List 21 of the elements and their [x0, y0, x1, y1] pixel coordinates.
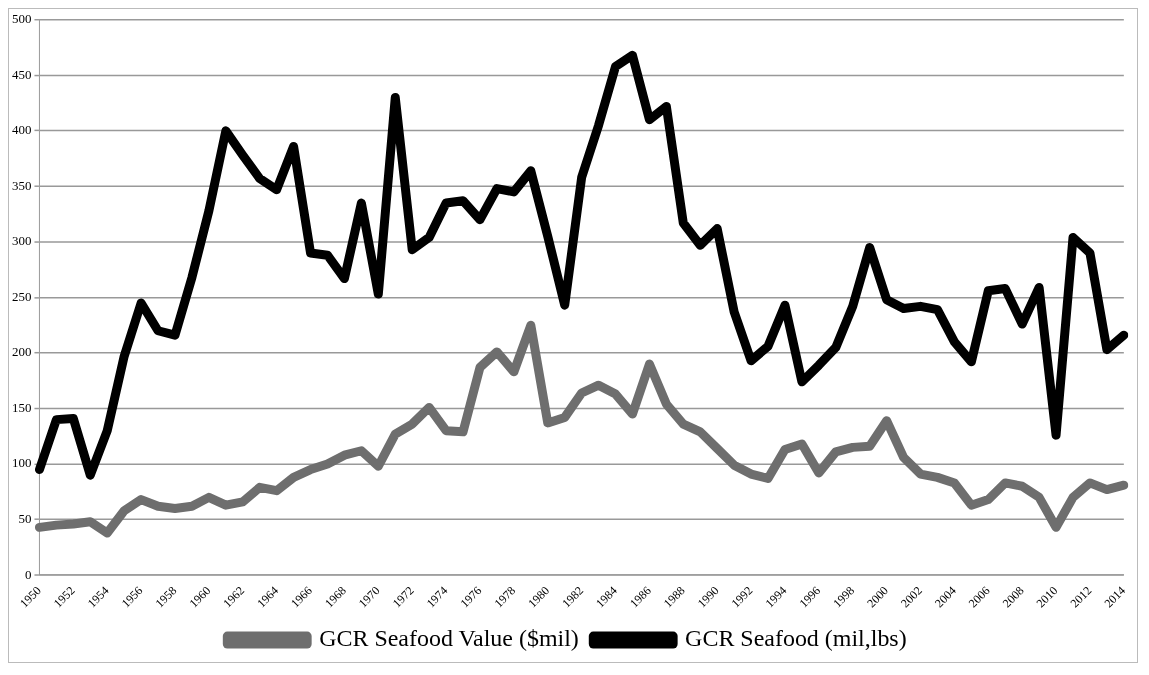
y-tick-label: 250 — [12, 288, 32, 304]
y-tick-label: 450 — [12, 66, 32, 82]
y-tick-label: 200 — [12, 344, 32, 360]
legend-label: GCR Seafood (mil,lbs) — [685, 625, 907, 652]
x-tick-label: 1982 — [559, 583, 587, 611]
y-tick-label: 500 — [12, 11, 32, 27]
y-tick-label: 400 — [12, 122, 32, 138]
legend-label: GCR Seafood Value ($mil) — [319, 625, 579, 652]
x-tick-label: 1998 — [830, 583, 858, 611]
y-tick-label: 100 — [12, 455, 32, 471]
x-tick-label: 1992 — [728, 583, 756, 611]
x-tick-label: 1962 — [220, 583, 248, 611]
x-tick-label: 1960 — [186, 583, 214, 611]
x-tick-label: 1980 — [525, 583, 553, 611]
y-tick-label: 0 — [24, 566, 32, 582]
y-tick-label: 150 — [12, 399, 32, 415]
x-tick-label: 1958 — [152, 583, 180, 611]
x-tick-label: 1978 — [491, 583, 519, 611]
y-tick-label: 350 — [12, 177, 32, 193]
y-tick-label: 300 — [12, 233, 32, 249]
y-tick-label: 50 — [18, 511, 32, 526]
